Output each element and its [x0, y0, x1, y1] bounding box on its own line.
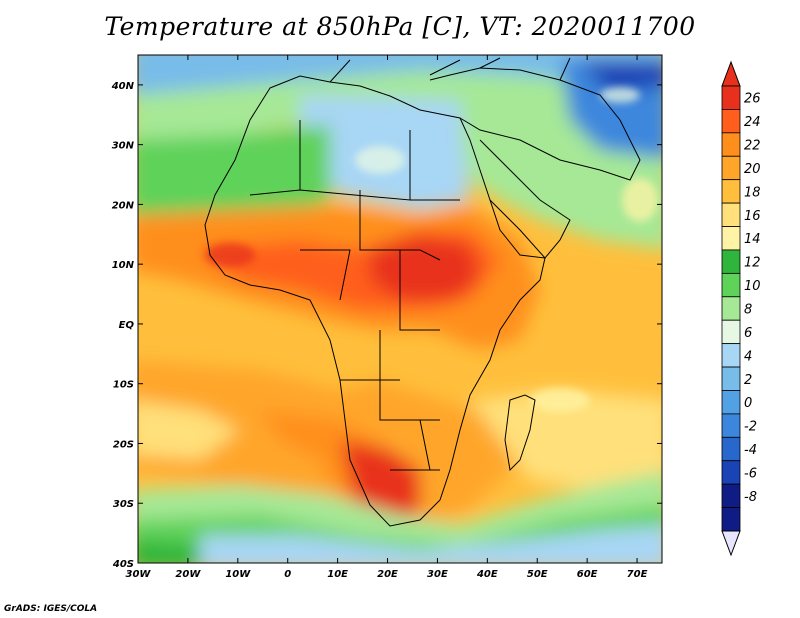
- lat-tick-label: 10N: [112, 260, 135, 271]
- colorbar-segment: [721, 272, 741, 298]
- lon-tick-label: 70E: [627, 569, 648, 580]
- colorbar-segment: [721, 202, 741, 227]
- latitude-axis: 40N 30N 20N 10N EQ 10S 20S 30S 40S: [111, 81, 662, 570]
- colorbar-segment: [721, 460, 741, 485]
- colorbar-segment: [721, 319, 741, 345]
- lat-tick-label: 40S: [112, 559, 134, 570]
- colorbar-segment: [721, 132, 741, 157]
- lon-tick-label: 60E: [577, 569, 598, 580]
- lon-tick-label: 0: [284, 569, 291, 580]
- colorbar-label: 16: [744, 209, 761, 224]
- colorbar-segment: [721, 85, 741, 110]
- colorbar-label: -2: [744, 420, 757, 435]
- lat-tick-label: 30N: [112, 141, 135, 152]
- lon-tick-label: 50E: [527, 569, 548, 580]
- lat-tick-label: EQ: [119, 320, 135, 331]
- colorbar-segment: [721, 507, 741, 532]
- map-frame: [137, 54, 663, 564]
- lat-tick-label: 10S: [113, 380, 134, 391]
- grads-credit: GrADS: IGES/COLA: [4, 604, 98, 614]
- longitude-axis: 30W 20W 10W 0 10E 20E 30E 40E 50E 60E 70E: [126, 55, 648, 580]
- lat-tick-label: 20S: [113, 439, 134, 450]
- colorbar-segment: [721, 109, 741, 134]
- colorbar-label: 12: [744, 256, 761, 271]
- colorbar-label: 26: [744, 92, 761, 107]
- lon-tick-label: 20E: [377, 569, 398, 580]
- colorbar-segment: [721, 296, 741, 321]
- colorbar-segment: [721, 226, 741, 251]
- colorbar-label: 4: [744, 349, 752, 364]
- colorbar-label: 24: [744, 115, 761, 130]
- colorbar-segment: [721, 436, 741, 462]
- colorbar-label: 8: [744, 303, 752, 318]
- colorbar-segment: [721, 179, 741, 204]
- colorbar-label: 20: [744, 162, 761, 177]
- colorbar-over-triangle: [721, 60, 741, 87]
- colorbar-segment: [721, 390, 741, 415]
- colorbar-segment: [721, 483, 741, 508]
- lon-tick-label: 30E: [427, 569, 448, 580]
- colorbar-label: -6: [744, 466, 757, 481]
- lat-tick-label: 30S: [113, 499, 134, 510]
- lat-tick-label: 20N: [112, 200, 135, 211]
- colorbar-label: 6: [744, 326, 752, 341]
- colorbar-segment: [721, 413, 741, 438]
- colorbar-label: 2: [744, 373, 752, 388]
- colorbar-label: 22: [744, 139, 761, 154]
- colorbar-label: 14: [744, 232, 761, 247]
- colorbar-label: -8: [744, 490, 757, 505]
- lon-tick-label: 10W: [225, 569, 251, 580]
- colorbar-label: 10: [744, 279, 761, 294]
- lon-tick-label: 20W: [175, 569, 201, 580]
- lon-tick-label: 40E: [476, 569, 498, 580]
- colorbar-label: -4: [744, 443, 757, 458]
- colorbar-label: 18: [744, 185, 761, 200]
- coastlines: [204, 57, 641, 527]
- colorbar-segment: [721, 343, 741, 368]
- map-title: Temperature at 850hPa [C], VT: 202001170…: [104, 12, 696, 41]
- lon-tick-label: 10E: [327, 569, 348, 580]
- colorbar-under-triangle: [721, 530, 741, 557]
- lat-tick-label: 40N: [111, 81, 135, 92]
- colorbar-segment: [721, 366, 741, 391]
- colorbar-segment: [721, 249, 741, 274]
- lon-tick-label: 30W: [126, 569, 152, 580]
- colorbar-label: 0: [744, 396, 752, 411]
- colorbar-segment: [721, 155, 741, 181]
